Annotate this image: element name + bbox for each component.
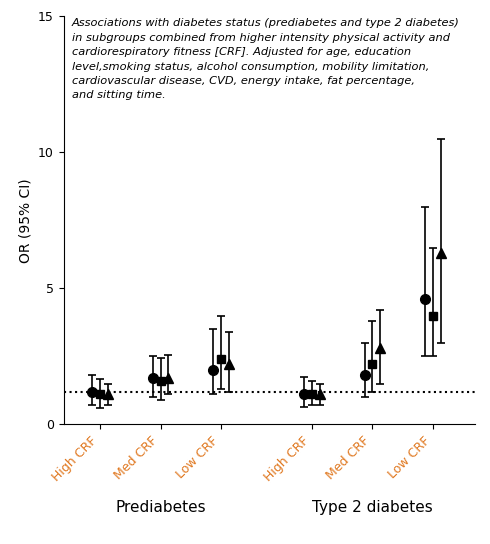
Text: Prediabetes: Prediabetes — [115, 500, 206, 516]
Y-axis label: OR (95% CI): OR (95% CI) — [19, 178, 32, 263]
Text: Associations with diabetes status (prediabetes and type 2 diabetes)
in subgroups: Associations with diabetes status (predi… — [72, 18, 460, 100]
Text: Type 2 diabetes: Type 2 diabetes — [312, 500, 433, 516]
